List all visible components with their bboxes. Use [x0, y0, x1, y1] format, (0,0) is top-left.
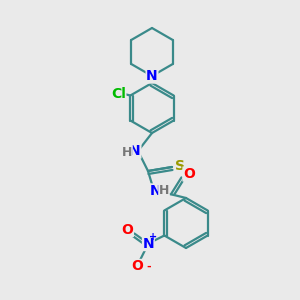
Text: O: O: [122, 223, 133, 236]
Text: N: N: [150, 184, 162, 198]
Text: N: N: [142, 236, 154, 250]
Text: H: H: [122, 146, 132, 158]
Text: +: +: [149, 232, 158, 242]
Text: Cl: Cl: [111, 86, 126, 100]
Text: H: H: [159, 184, 169, 196]
Text: O: O: [131, 260, 143, 274]
Text: N: N: [129, 144, 141, 158]
Text: S: S: [175, 159, 185, 173]
Text: N: N: [146, 69, 158, 83]
Text: -: -: [146, 262, 151, 272]
Text: O: O: [183, 167, 195, 181]
